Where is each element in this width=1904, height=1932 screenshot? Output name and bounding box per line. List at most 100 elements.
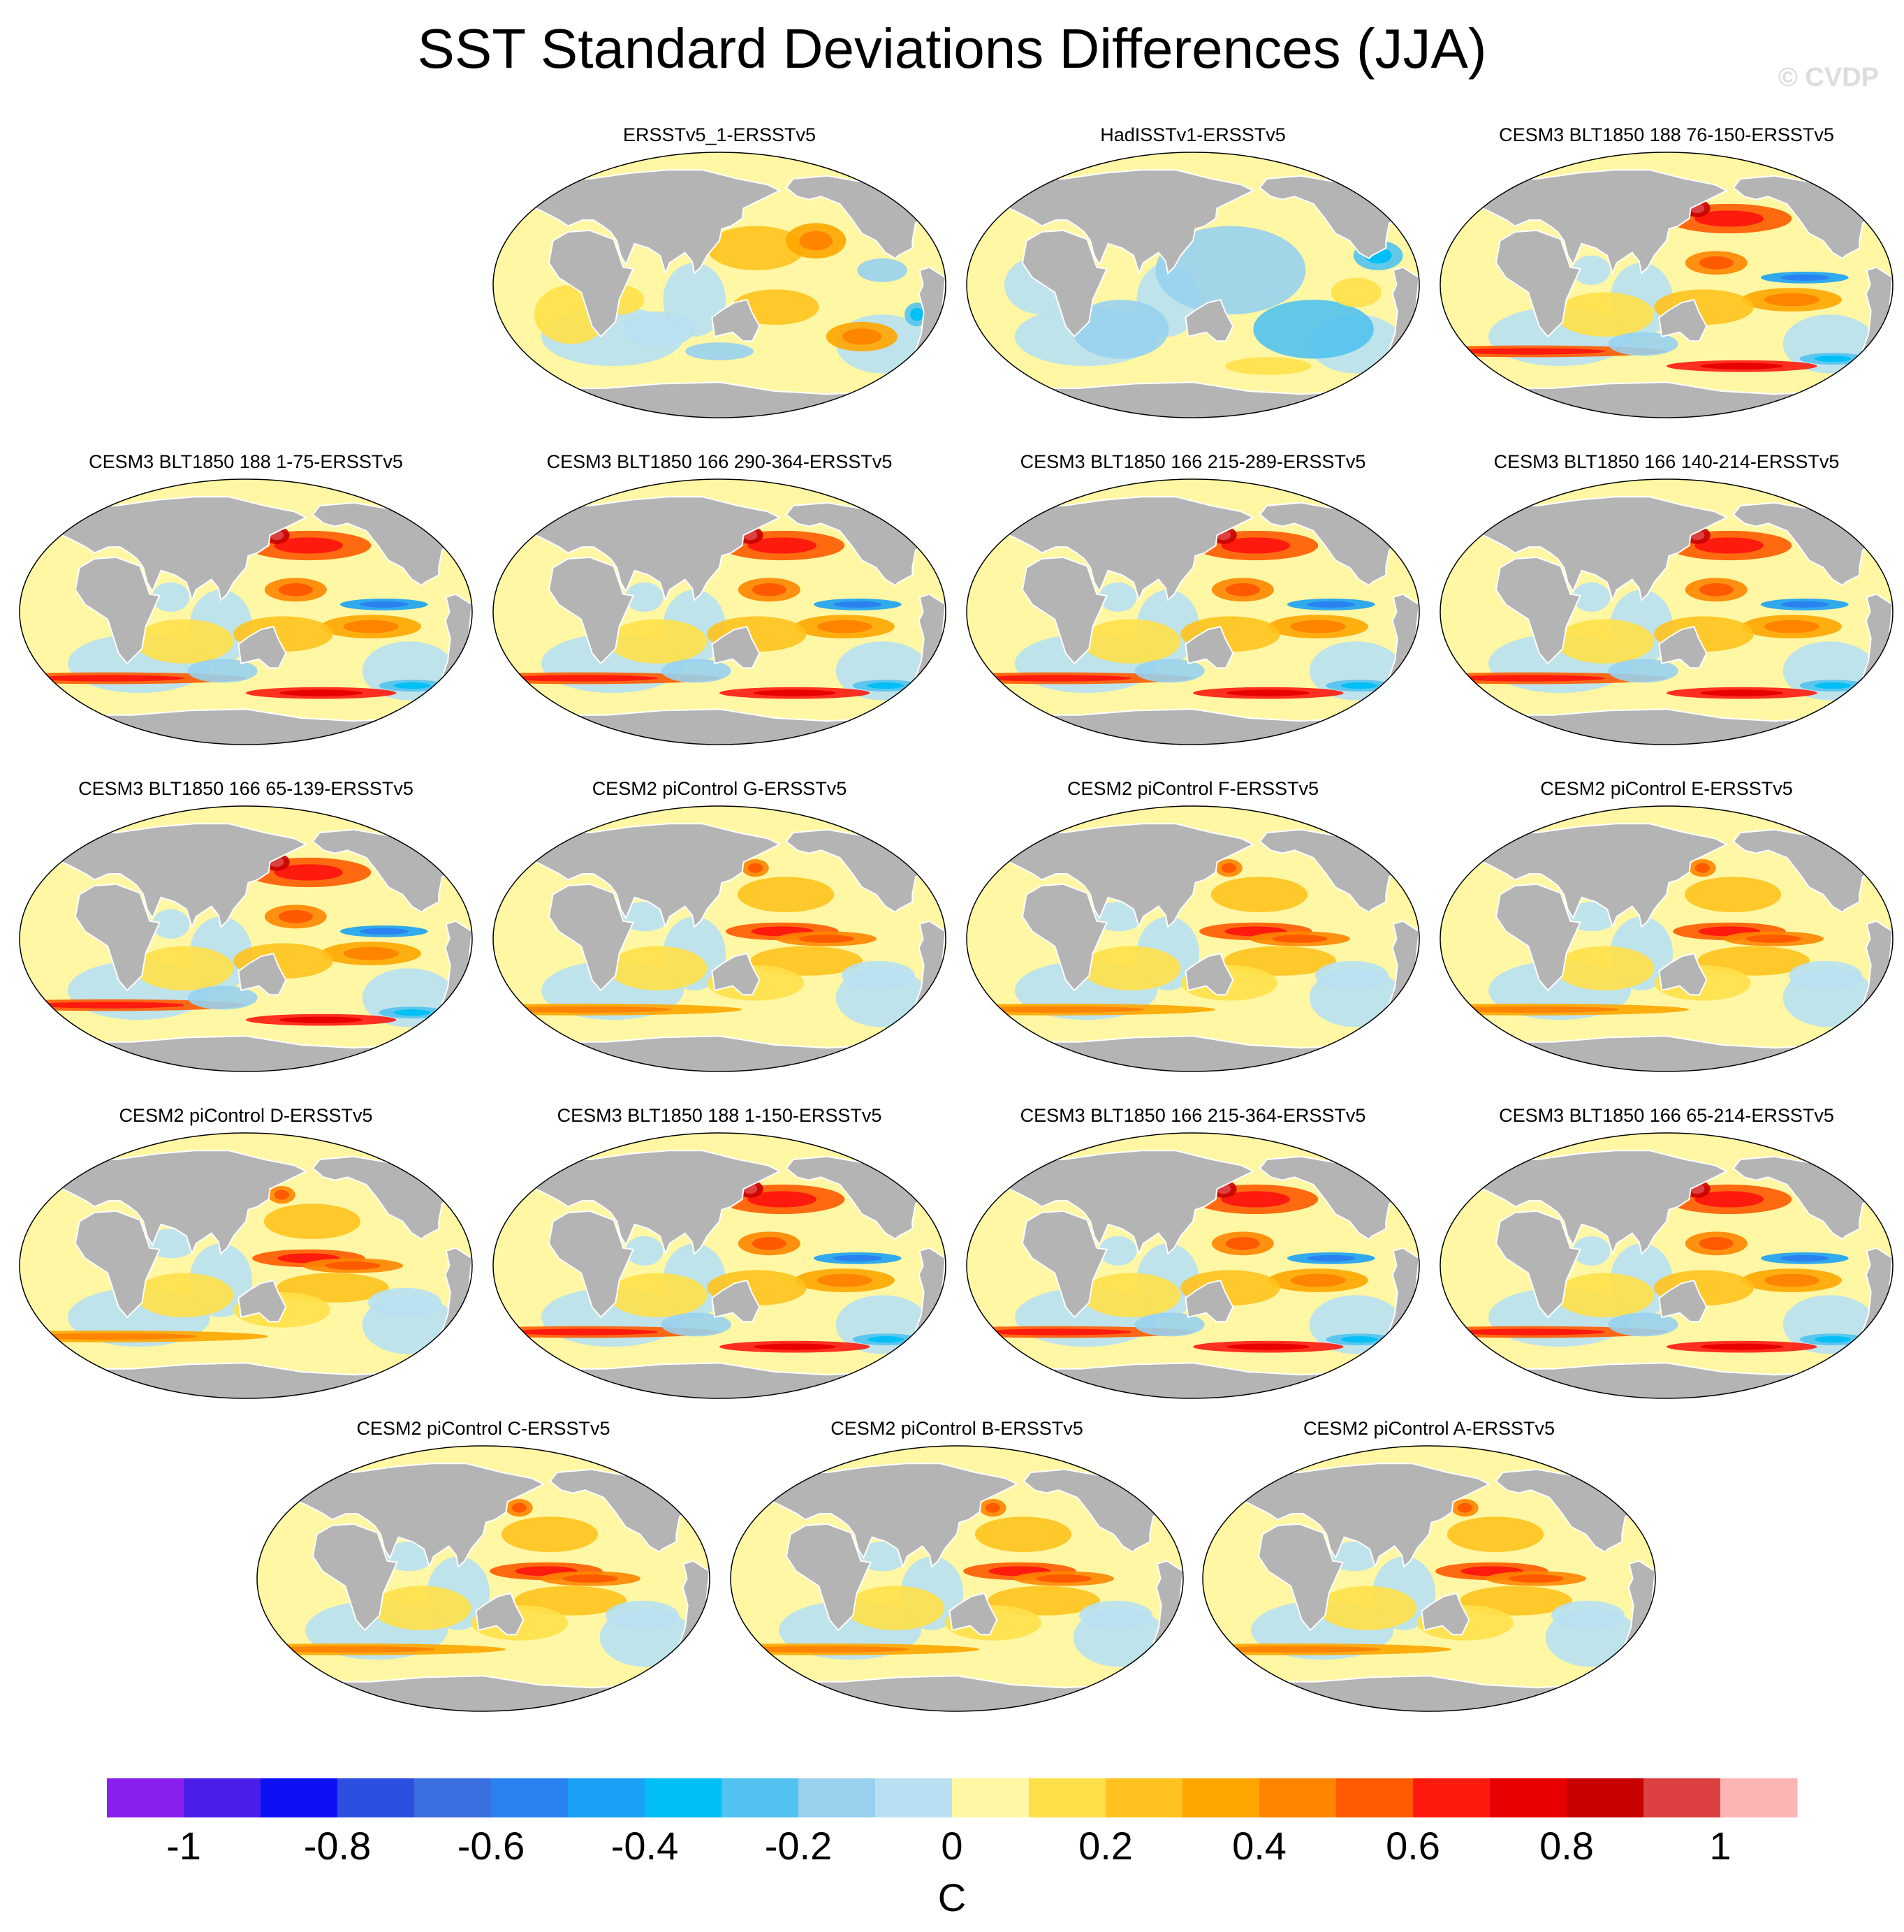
anomaly-core — [498, 1006, 671, 1013]
land-australia — [475, 1592, 525, 1636]
anomaly-core — [1340, 1336, 1378, 1343]
colorbar-box — [798, 1778, 876, 1817]
anomaly-core — [1290, 620, 1346, 634]
anomaly-core — [278, 910, 313, 923]
land-africa — [1021, 556, 1108, 665]
anomaly-region — [1608, 659, 1678, 683]
anomaly-region — [661, 659, 731, 683]
anomaly-core — [360, 928, 409, 935]
anomaly-core — [511, 1502, 527, 1513]
map-panel: CESM3 BLT1850 166 215-289-ERSSTv5 — [962, 450, 1423, 750]
land-africa — [1495, 229, 1581, 338]
anomaly-core — [262, 1646, 435, 1653]
colorbar-box — [1720, 1778, 1798, 1817]
land-australia — [1185, 625, 1234, 669]
anomaly-core — [1694, 1191, 1764, 1208]
colorbar-tick-label: 0.2 — [1078, 1824, 1133, 1868]
map-panel: CESM3 BLT1850 166 65-139-ERSSTv5 — [15, 777, 476, 1077]
map-border — [966, 478, 1420, 745]
anomaly-core — [279, 689, 363, 696]
anomaly-core — [278, 583, 313, 597]
colorbar-tick-label: 0.6 — [1386, 1824, 1440, 1868]
anomaly-region — [134, 1273, 234, 1317]
colorbar-box — [568, 1778, 645, 1817]
anomaly-core — [1764, 293, 1819, 307]
anomaly-core — [1780, 601, 1829, 608]
land-africa — [74, 1210, 161, 1319]
anomaly-core — [910, 307, 924, 321]
anomaly-core — [1340, 682, 1378, 689]
land-australia — [711, 625, 761, 669]
land-asia-europe — [998, 1150, 1255, 1257]
colorbar-box — [184, 1778, 261, 1817]
anomaly-core — [1745, 935, 1801, 943]
land-australia — [1658, 625, 1708, 669]
anomaly-core — [1225, 583, 1260, 597]
colorbar-tick-labels: -1 -0.8 -0.6 -0.4 -0.2 0 0.2 0.4 0.6 0.8 1 — [107, 1822, 1797, 1878]
anomaly-region — [1331, 277, 1382, 307]
colorbar-box — [1336, 1778, 1414, 1817]
anomaly-core — [833, 1254, 882, 1261]
sst-map — [1440, 152, 1894, 418]
map-border — [256, 1445, 710, 1712]
land-asia-europe — [525, 169, 782, 276]
land-africa — [1257, 1523, 1344, 1632]
land-africa — [1495, 1210, 1581, 1319]
land-africa — [1495, 883, 1581, 992]
anomaly-region — [622, 312, 696, 347]
anomaly-core — [1454, 348, 1605, 355]
anomaly-core — [752, 1237, 786, 1250]
anomaly-core — [34, 1002, 185, 1009]
sst-map — [492, 805, 946, 1072]
map-border — [1440, 478, 1894, 745]
anomaly-region — [661, 1312, 731, 1337]
anomaly-core — [1457, 1502, 1472, 1513]
map-panel: CESM2 piControl B-ERSSTv5 — [726, 1417, 1187, 1717]
land-australia — [1658, 952, 1708, 996]
anomaly-region — [152, 582, 190, 612]
panel-title: CESM3 BLT1850 166 65-139-ERSSTv5 — [78, 778, 413, 799]
land-africa — [1021, 229, 1108, 338]
panel-title: CESM3 BLT1850 188 1-150-ERSSTv5 — [557, 1105, 882, 1126]
land-asia-europe — [288, 1463, 545, 1569]
sst-map — [966, 1132, 1420, 1399]
anomaly-core — [1814, 682, 1852, 689]
map-border — [1440, 152, 1894, 418]
anomaly-region — [1788, 960, 1862, 990]
anomaly-region — [372, 1586, 471, 1630]
map-panel: CESM2 piControl E-ERSSTv5 — [1436, 777, 1897, 1077]
colorbar-tick-label: -0.8 — [303, 1824, 372, 1868]
anomaly-region — [1447, 1516, 1544, 1552]
anomaly-core — [1699, 256, 1734, 270]
colorbar-box — [261, 1778, 338, 1817]
anomaly-core — [816, 620, 872, 634]
anomaly-region — [152, 909, 190, 939]
sst-map — [492, 1132, 946, 1399]
land-africa — [548, 883, 634, 992]
panel-title: CESM2 piControl E-ERSSTv5 — [1540, 778, 1793, 799]
sst-map — [966, 152, 1420, 418]
anomaly-region — [1684, 877, 1782, 912]
anomaly-region — [608, 1273, 708, 1317]
anomaly-region — [857, 258, 907, 282]
panel-title: CESM3 BLT1850 166 215-364-ERSSTv5 — [1020, 1105, 1366, 1126]
anomaly-core — [752, 583, 786, 597]
anomaly-core — [981, 675, 1132, 682]
map-panel: ERSSTv5_1-ERSSTv5 — [489, 123, 950, 423]
sst-map — [730, 1445, 1184, 1712]
land-australia — [237, 625, 287, 669]
map-panel: CESM2 piControl C-ERSSTv5 — [253, 1417, 714, 1717]
map-panel: HadISSTv1-ERSSTv5 — [962, 123, 1423, 423]
sst-map — [1440, 478, 1894, 745]
land-asia-europe — [51, 496, 308, 603]
panel-title: CESM3 BLT1850 188 1-75-ERSSTv5 — [89, 451, 403, 472]
anomaly-core — [1445, 1006, 1618, 1013]
map-border — [966, 1132, 1420, 1399]
colorbar — [107, 1778, 1798, 1817]
anomaly-region — [737, 877, 835, 912]
anomaly-core — [816, 1273, 872, 1287]
anomaly-region — [1081, 946, 1181, 990]
anomaly-region — [1891, 879, 1893, 969]
anomaly-region — [1225, 357, 1312, 375]
anomaly-region — [1891, 226, 1893, 315]
